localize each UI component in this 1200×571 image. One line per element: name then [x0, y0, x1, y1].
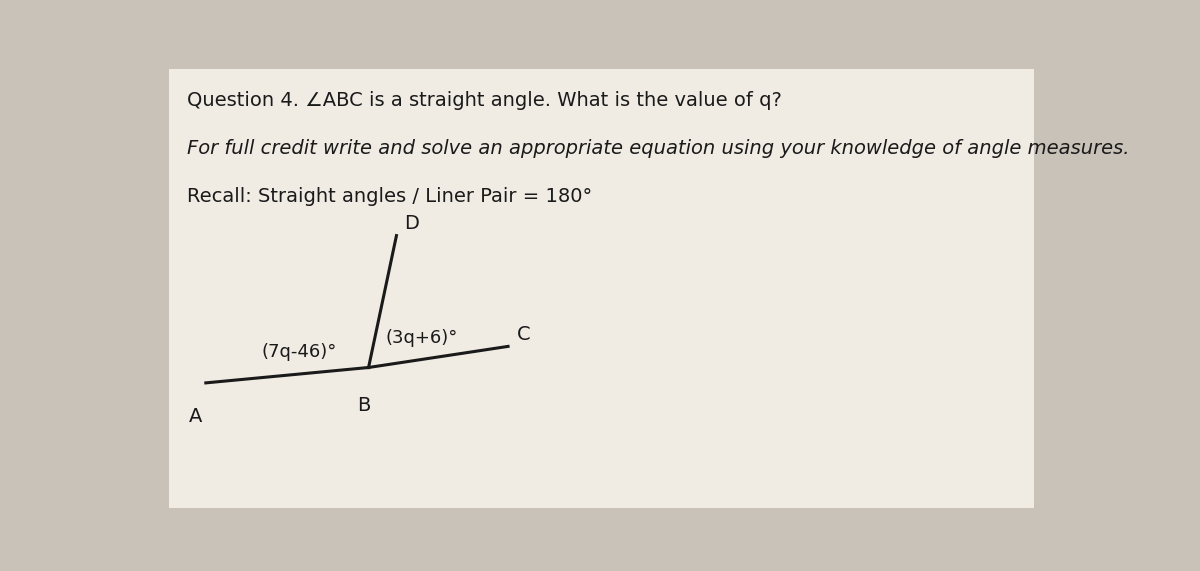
Text: Recall: Straight angles / Liner Pair = 180°: Recall: Straight angles / Liner Pair = 1… [187, 187, 593, 206]
Text: D: D [404, 214, 419, 233]
Text: C: C [517, 325, 530, 344]
Text: Question 4. ∠ABC is a straight angle. What is the value of q?: Question 4. ∠ABC is a straight angle. Wh… [187, 90, 782, 110]
Text: (7q-46)°: (7q-46)° [262, 343, 337, 360]
FancyBboxPatch shape [168, 69, 1033, 508]
Text: (3q+6)°: (3q+6)° [385, 329, 457, 347]
Text: B: B [358, 396, 371, 415]
Text: A: A [190, 407, 203, 426]
Text: For full credit write and solve an appropriate equation using your knowledge of : For full credit write and solve an appro… [187, 139, 1129, 158]
